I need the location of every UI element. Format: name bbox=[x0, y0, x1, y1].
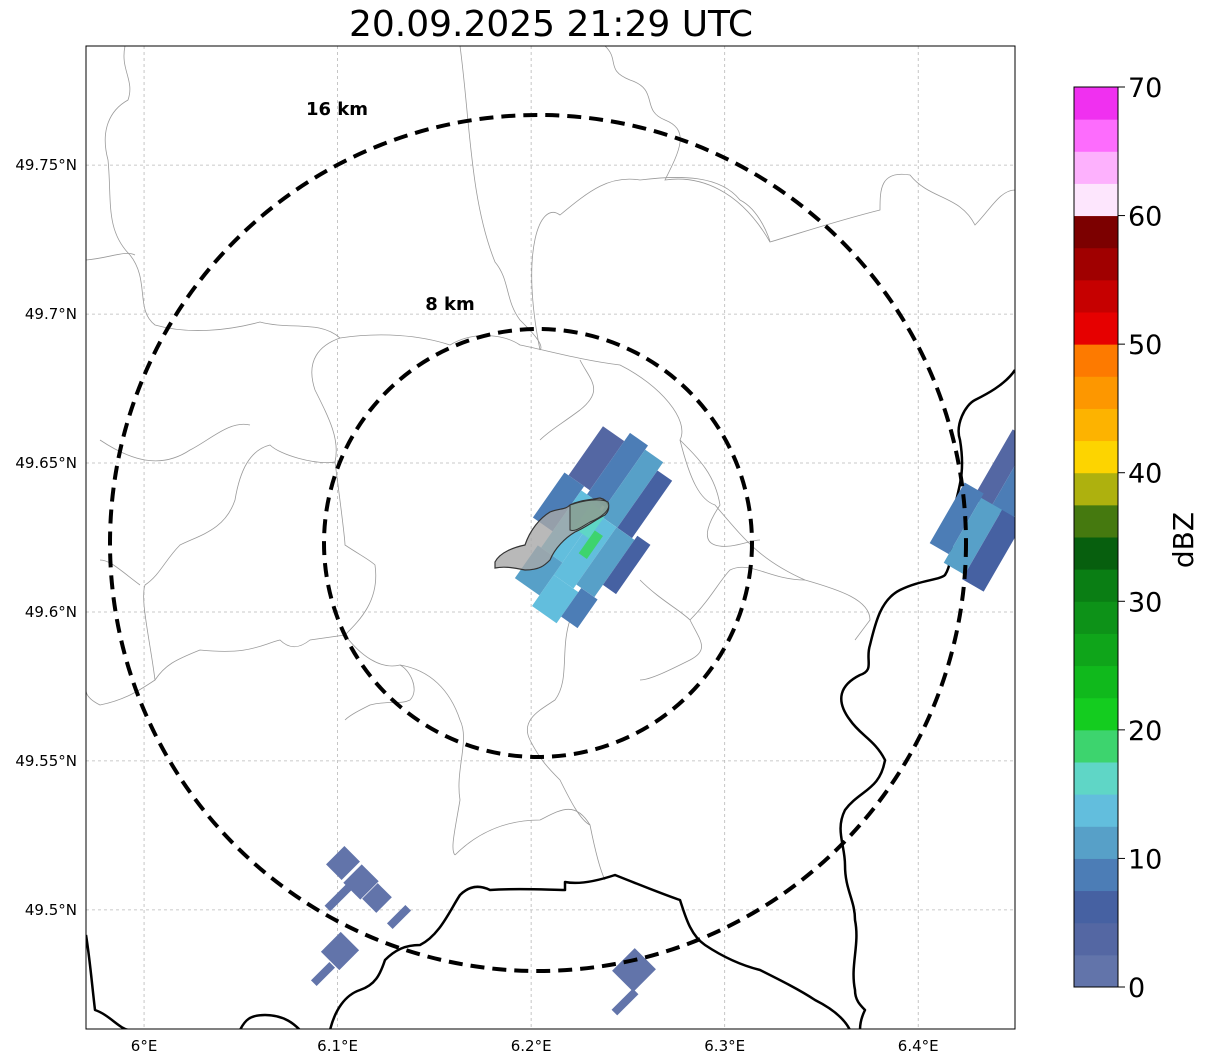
colorbar-segment bbox=[1074, 440, 1118, 474]
colorbar-segment bbox=[1074, 376, 1118, 409]
longitude-tick-labels: 6°E 6.1°E 6.2°E 6.3°E 6.4°E bbox=[131, 1037, 939, 1055]
range-ring-16km bbox=[108, 113, 968, 973]
latitude-tick-label: 49.55°N bbox=[15, 752, 77, 770]
colorbar-tick-label: 10 bbox=[1128, 844, 1162, 875]
colorbar-segment bbox=[1074, 729, 1118, 763]
range-ring-label-16km: 16 km bbox=[306, 99, 368, 120]
colorbar-segment bbox=[1074, 537, 1118, 570]
colorbar-segment bbox=[1074, 344, 1118, 377]
colorbar-tick-label: 0 bbox=[1128, 973, 1145, 1004]
city-center-outline bbox=[569, 499, 610, 531]
longitude-tick-label: 6.1°E bbox=[317, 1037, 358, 1055]
national-borders bbox=[86, 369, 1015, 1029]
latitude-tick-label: 49.5°N bbox=[25, 901, 77, 919]
colorbar-segment bbox=[1074, 87, 1118, 120]
colorbar-segment bbox=[1074, 697, 1118, 731]
colorbar-segment bbox=[1074, 601, 1118, 634]
colorbar-segment bbox=[1074, 151, 1118, 184]
colorbar-tick-label: 20 bbox=[1128, 716, 1162, 747]
colorbar-segment bbox=[1074, 504, 1118, 538]
colorbar-segment bbox=[1074, 215, 1118, 249]
colorbar-ticks: 0 10 20 30 40 50 60 70 bbox=[1118, 73, 1162, 1004]
colorbar-tick-label: 50 bbox=[1128, 330, 1162, 361]
colorbar-segment bbox=[1074, 633, 1118, 667]
colorbar bbox=[1073, 86, 1119, 988]
latitude-tick-label: 49.65°N bbox=[15, 454, 77, 472]
colorbar-segment bbox=[1074, 922, 1118, 956]
colorbar-tick-label: 60 bbox=[1128, 202, 1162, 233]
longitude-tick-label: 6°E bbox=[131, 1037, 158, 1055]
colorbar-segment bbox=[1074, 569, 1118, 602]
colorbar-segment bbox=[1074, 279, 1118, 313]
colorbar-segment bbox=[1074, 826, 1118, 859]
map-title: 20.09.2025 21:29 UTC bbox=[348, 4, 754, 45]
colorbar-segment bbox=[1074, 665, 1118, 699]
latitude-tick-label: 49.7°N bbox=[25, 305, 77, 323]
colorbar-tick-label: 30 bbox=[1128, 587, 1162, 618]
range-ring-label-8km: 8 km bbox=[425, 294, 475, 315]
longitude-tick-label: 6.2°E bbox=[511, 1037, 552, 1055]
colorbar-frame bbox=[1073, 86, 1119, 988]
colorbar-tick-label: 70 bbox=[1128, 73, 1162, 104]
map-frame bbox=[85, 45, 1016, 1030]
colorbar-segment bbox=[1074, 890, 1118, 924]
colorbar-segment bbox=[1074, 794, 1118, 827]
colorbar-segment bbox=[1074, 954, 1118, 988]
longitude-tick-label: 6.3°E bbox=[704, 1037, 745, 1055]
latitude-tick-label: 49.6°N bbox=[25, 603, 77, 621]
colorbar-segment bbox=[1074, 472, 1118, 506]
colorbar-segment bbox=[1074, 858, 1118, 892]
colorbar-segment bbox=[1074, 247, 1118, 281]
latitude-tick-labels: 49.5°N 49.55°N 49.6°N 49.65°N 49.7°N 49.75°N bbox=[15, 156, 77, 919]
colorbar-tick-label: 40 bbox=[1128, 459, 1162, 490]
gridlines bbox=[86, 46, 1015, 1029]
latitude-tick-label: 49.75°N bbox=[15, 156, 77, 174]
colorbar-segment bbox=[1074, 312, 1118, 345]
range-ring-8km bbox=[322, 327, 754, 759]
longitude-tick-label: 6.4°E bbox=[898, 1037, 939, 1055]
colorbar-segment bbox=[1074, 408, 1118, 442]
colorbar-segment bbox=[1074, 119, 1118, 152]
colorbar-label: dBZ bbox=[1167, 512, 1200, 568]
range-rings bbox=[108, 113, 968, 973]
colorbar-segment bbox=[1074, 183, 1118, 217]
colorbar-segment bbox=[1074, 762, 1118, 795]
